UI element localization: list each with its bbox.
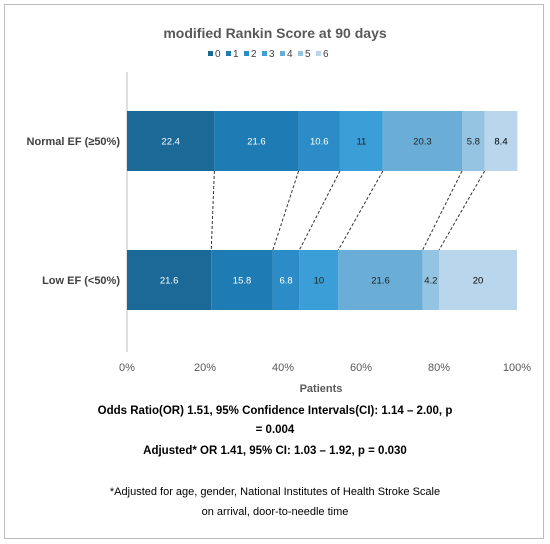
footnote-line-2: on arrival, door-to-needle time <box>201 506 349 518</box>
x-tick-label: 40% <box>272 362 294 374</box>
bar-segment-normal-ef-3 <box>339 111 383 171</box>
data-label: 10 <box>314 276 325 287</box>
odds-ratio-line-2: = 0.004 <box>255 424 295 436</box>
legend-swatch-2 <box>244 51 249 56</box>
adjusted-odds-ratio: Adjusted* OR 1.41, 95% CI: 1.03 – 1.92, … <box>143 445 407 457</box>
stacked-bar-chart: modified Rankin Score at 90 days 0 1 2 3 4 5 6… <box>27 25 532 395</box>
legend-label-2: 2 <box>251 49 257 60</box>
data-label: 6.8 <box>280 276 293 287</box>
connector-line <box>298 170 341 251</box>
data-label: 10.6 <box>310 137 329 148</box>
legend: 0 1 2 3 4 5 6 <box>208 49 329 60</box>
bar-segment-normal-ef-5 <box>462 111 485 171</box>
legend-swatch-4 <box>280 51 285 56</box>
connector-line <box>210 170 215 251</box>
bar-segment-normal-ef-0 <box>127 111 215 171</box>
data-label: 5.8 <box>467 137 480 148</box>
legend-swatch-6 <box>316 51 321 56</box>
legend-swatch-3 <box>262 51 267 56</box>
odds-ratio-line-1: Odds Ratio(OR) 1.51, 95% Confidence Inte… <box>97 405 453 417</box>
connector-line <box>422 170 463 251</box>
plot-area: 22.4 21.6 10.6 11 20.3 5.8 8.4 Normal EF (≥50%)… <box>27 72 531 374</box>
category-label: Low EF (<50%) <box>42 275 120 287</box>
data-label: 15.8 <box>233 276 252 287</box>
data-label: 4.2 <box>424 276 437 287</box>
data-label: 22.4 <box>161 137 180 148</box>
bar-segment-low-ef-3 <box>299 250 339 310</box>
legend-label-6: 6 <box>323 49 329 60</box>
data-label: 20.3 <box>413 137 432 148</box>
data-label: 21.6 <box>371 276 390 287</box>
bar-segment-normal-ef-1 <box>214 111 299 171</box>
bar-segment-low-ef-1 <box>211 250 273 310</box>
bar-segment-low-ef-6 <box>439 250 517 310</box>
x-axis-title: Patients <box>300 383 343 395</box>
connector-line <box>337 170 384 251</box>
footnote-line-1: *Adjusted for age, gender, National Inst… <box>109 486 441 498</box>
legend-label-4: 4 <box>287 49 293 60</box>
legend-swatch-5 <box>298 51 303 56</box>
bar-segment-low-ef-4 <box>338 250 423 310</box>
data-label: 21.6 <box>160 276 179 287</box>
legend-label-5: 5 <box>305 49 311 60</box>
legend-label-3: 3 <box>269 49 275 60</box>
x-tick-label: 20% <box>194 362 216 374</box>
bar-segment-low-ef-0 <box>127 250 212 310</box>
bar-segment-low-ef-2 <box>272 250 300 310</box>
data-label: 8.4 <box>494 137 507 148</box>
bar-segment-normal-ef-4 <box>382 111 463 171</box>
legend-swatch-1 <box>226 51 231 56</box>
data-label: 20 <box>473 276 484 287</box>
bar-segment-low-ef-5 <box>422 250 439 310</box>
data-label: 21.6 <box>247 137 266 148</box>
chart-title: modified Rankin Score at 90 days <box>163 25 387 41</box>
x-tick-label: 100% <box>503 362 531 374</box>
connector-line <box>272 170 300 251</box>
x-tick-label: 60% <box>350 362 372 374</box>
legend-label-0: 0 <box>215 49 221 60</box>
category-label: Normal EF (≥50%) <box>27 136 121 148</box>
bar-segment-normal-ef-6 <box>484 111 518 171</box>
x-tick-label: 0% <box>119 362 135 374</box>
legend-swatch-0 <box>208 51 213 56</box>
bar-segment-normal-ef-2 <box>298 111 340 171</box>
x-tick-label: 80% <box>428 362 450 374</box>
legend-label-1: 1 <box>233 49 239 60</box>
connector-line <box>438 170 486 251</box>
data-label: 11 <box>356 137 366 148</box>
